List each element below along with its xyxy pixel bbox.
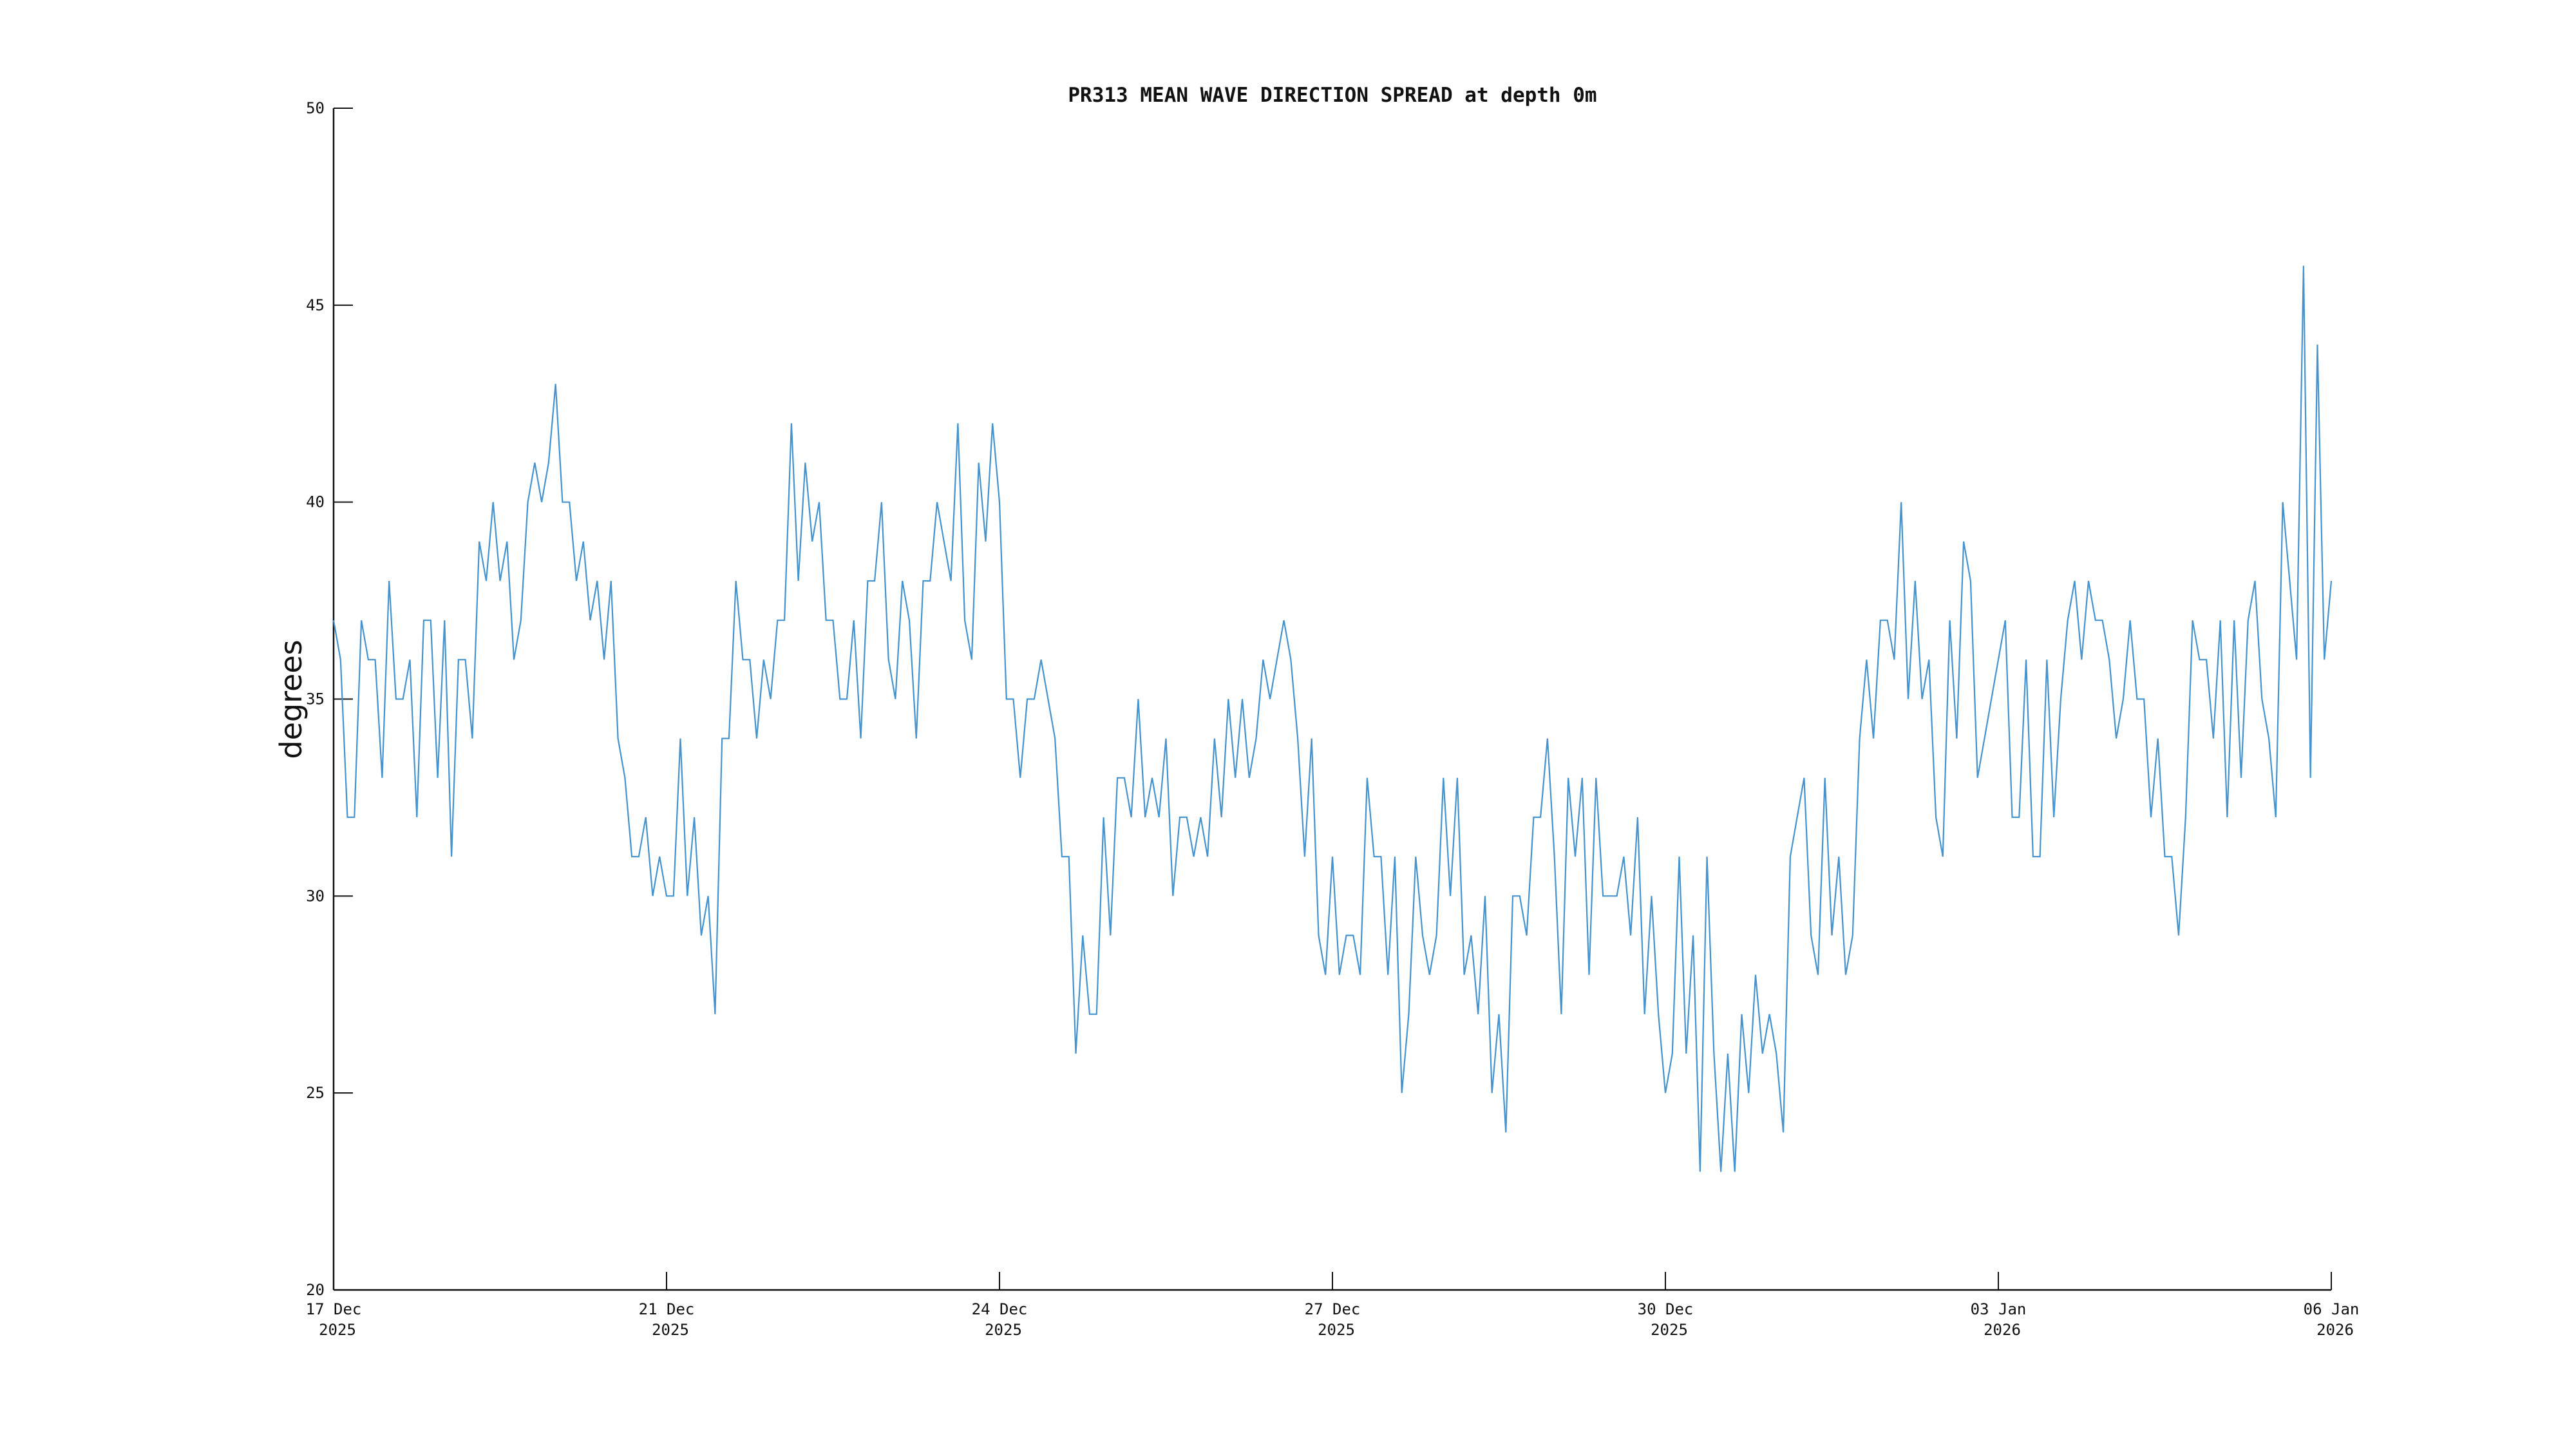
y-tick-label: 50 bbox=[306, 99, 325, 117]
x-tick-label-year: 2025 bbox=[652, 1321, 689, 1339]
x-tick-label-year: 2025 bbox=[319, 1321, 356, 1339]
x-tick-label-year: 2025 bbox=[985, 1321, 1022, 1339]
y-tick-label: 30 bbox=[306, 887, 325, 905]
x-tick-label-day: 27 Dec bbox=[1305, 1300, 1361, 1318]
x-tick-label-day: 03 Jan bbox=[1971, 1300, 2027, 1318]
x-tick-label-year: 2026 bbox=[1984, 1321, 2021, 1339]
x-tick-label-day: 24 Dec bbox=[972, 1300, 1028, 1318]
x-tick-label-year: 2026 bbox=[2316, 1321, 2354, 1339]
x-tick-label-year: 2025 bbox=[1651, 1321, 1688, 1339]
data-line-wave-direction-spread bbox=[332, 265, 2333, 1172]
x-tick-label-day: 17 Dec bbox=[306, 1300, 362, 1318]
chart-title: PR313 MEAN WAVE DIRECTION SPREAD at dept… bbox=[1068, 84, 1597, 107]
y-tick-label: 40 bbox=[306, 493, 325, 511]
y-tick-label: 25 bbox=[306, 1084, 325, 1102]
x-tick-label-day: 06 Jan bbox=[2304, 1300, 2360, 1318]
x-tick-label-day: 21 Dec bbox=[639, 1300, 695, 1318]
x-tick-label-year: 2025 bbox=[1318, 1321, 1355, 1339]
x-tick-label-day: 30 Dec bbox=[1638, 1300, 1694, 1318]
y-tick-label: 20 bbox=[306, 1281, 325, 1299]
y-tick-label: 45 bbox=[306, 296, 325, 314]
y-tick-label: 35 bbox=[306, 690, 325, 708]
